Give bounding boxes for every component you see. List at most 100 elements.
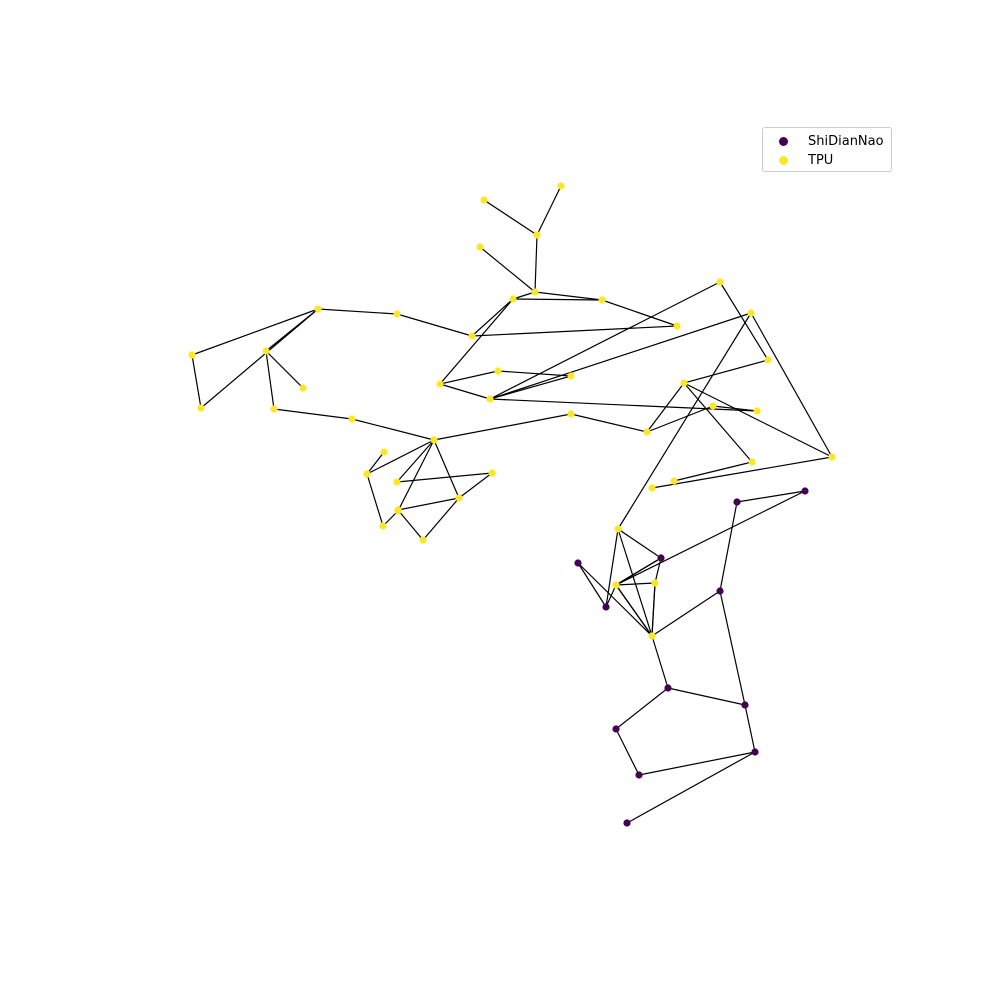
graph-node-tpu	[488, 469, 495, 476]
graph-edge	[652, 636, 668, 688]
graph-edge	[668, 688, 745, 705]
graph-node-tpu	[533, 231, 540, 238]
legend-marker-tpu	[779, 156, 788, 165]
graph-edge	[652, 457, 832, 488]
graph-node-tpu	[197, 404, 204, 411]
graph-edge	[274, 409, 352, 419]
graph-node-tpu	[709, 402, 716, 409]
graph-node-shidiannao	[801, 487, 808, 494]
graph-edge	[480, 247, 535, 292]
graph-edge	[398, 510, 423, 540]
graph-edge	[484, 200, 537, 235]
graph-node-tpu	[436, 380, 443, 387]
graph-edge	[192, 309, 318, 355]
graph-node-tpu	[567, 410, 574, 417]
graph-node-tpu	[299, 384, 306, 391]
graph-edge	[266, 351, 303, 388]
graph-node-tpu	[651, 579, 658, 586]
graph-edge	[318, 309, 397, 314]
graph-node-tpu	[379, 522, 386, 529]
graph-node-tpu	[643, 428, 650, 435]
graph-node-shidiannao	[602, 603, 609, 610]
graph-edge	[367, 440, 434, 474]
graph-node-tpu	[764, 356, 771, 363]
graph-node-tpu	[612, 581, 619, 588]
graph-node-tpu	[509, 295, 516, 302]
graph-edge	[616, 585, 652, 636]
graph-node-tpu	[680, 379, 687, 386]
graph-edge	[684, 360, 768, 383]
graph-node-tpu	[348, 415, 355, 422]
graph-node-tpu	[380, 448, 387, 455]
graph-node-tpu	[468, 332, 475, 339]
graph-edge	[639, 752, 755, 775]
graph-edge	[440, 384, 490, 399]
graph-node-shidiannao	[657, 554, 664, 561]
graph-node-tpu	[716, 278, 723, 285]
graph-edge	[434, 440, 459, 498]
graph-edge	[602, 300, 677, 326]
graph-node-tpu	[753, 407, 760, 414]
legend-marker-shidiannao	[779, 137, 788, 146]
graph-edge	[674, 462, 752, 481]
graph-edge	[606, 529, 618, 607]
graph-edge	[616, 688, 668, 729]
graph-edge	[652, 583, 655, 636]
graph-node-tpu	[314, 305, 321, 312]
graph-edge	[616, 491, 805, 585]
graph-edge	[720, 591, 745, 705]
graph-edge	[618, 529, 661, 558]
legend: ShiDianNao TPU	[762, 127, 892, 172]
graph-node-tpu	[614, 525, 621, 532]
graph-node-shidiannao	[623, 819, 630, 826]
graph-edge	[745, 705, 755, 752]
graph-node-tpu	[393, 310, 400, 317]
graph-edge	[578, 563, 606, 607]
graph-edge	[720, 502, 737, 591]
graph-node-tpu	[480, 196, 487, 203]
graph-edge	[472, 326, 677, 336]
graph-node-tpu	[828, 453, 835, 460]
graph-edge	[652, 591, 720, 636]
graph-node-tpu	[557, 182, 564, 189]
legend-label-tpu: TPU	[808, 153, 833, 168]
graph-node-tpu	[363, 470, 370, 477]
graph-edge	[266, 309, 318, 351]
graph-node-tpu	[648, 632, 655, 639]
legend-item-shidiannao: ShiDianNao	[763, 132, 884, 150]
legend-item-tpu: TPU	[763, 151, 833, 169]
graph-node-tpu	[747, 309, 754, 316]
graph-edge	[571, 414, 647, 432]
graph-edge	[616, 729, 639, 775]
graph-node-tpu	[476, 243, 483, 250]
graph-node-tpu	[494, 367, 501, 374]
graph-node-tpu	[648, 484, 655, 491]
graph-node-tpu	[531, 288, 538, 295]
graph-node-tpu	[419, 536, 426, 543]
graph-edge	[684, 383, 832, 457]
graph-node-shidiannao	[635, 771, 642, 778]
graph-node-tpu	[670, 477, 677, 484]
graph-edge	[513, 299, 602, 300]
graph-edge	[367, 452, 384, 474]
graph-node-shidiannao	[574, 559, 581, 566]
graph-edge	[490, 399, 757, 411]
graph-node-shidiannao	[751, 748, 758, 755]
graph-edge	[434, 414, 571, 440]
graph-edge	[397, 473, 492, 482]
graph-edge	[459, 473, 492, 498]
graph-edge	[537, 186, 561, 235]
graph-node-shidiannao	[612, 725, 619, 732]
graph-node-tpu	[393, 478, 400, 485]
graph-node-tpu	[455, 494, 462, 501]
graph-node-tpu	[486, 395, 493, 402]
graph-edge	[498, 371, 571, 376]
graph-node-shidiannao	[733, 498, 740, 505]
graph-node-shidiannao	[716, 587, 723, 594]
graph-edge	[397, 314, 472, 336]
graph-node-tpu	[598, 296, 605, 303]
graph-node-tpu	[748, 458, 755, 465]
graph-edge	[352, 419, 434, 440]
graph-edge	[472, 299, 513, 336]
node-layer	[188, 182, 835, 826]
